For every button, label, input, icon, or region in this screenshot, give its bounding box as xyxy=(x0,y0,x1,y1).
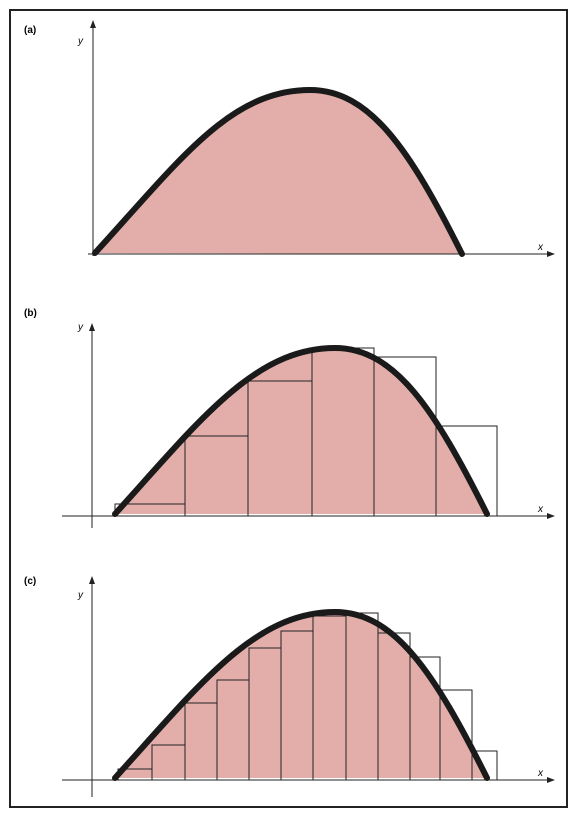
panel-b: (b) y x xyxy=(24,308,555,528)
panel-label: (b) xyxy=(24,308,37,319)
curve xyxy=(92,86,465,257)
panel-c: (c) y x xyxy=(24,576,555,797)
area xyxy=(115,348,487,514)
arrow xyxy=(547,513,555,519)
y-label: y xyxy=(77,322,84,333)
x-label: x xyxy=(537,504,544,515)
arrow xyxy=(547,777,555,783)
arrow xyxy=(89,576,95,584)
arrow xyxy=(547,251,555,257)
arrow xyxy=(89,323,95,331)
area xyxy=(95,90,462,254)
arrow xyxy=(90,20,96,28)
y-label: y xyxy=(77,590,84,601)
curve xyxy=(112,344,490,517)
x-label: x xyxy=(537,242,544,253)
y-label: y xyxy=(77,36,84,47)
panel-label: (c) xyxy=(24,576,36,587)
curve xyxy=(112,608,490,781)
panel-a: (a) y x xyxy=(24,20,555,257)
x-label: x xyxy=(537,768,544,779)
panel-label: (a) xyxy=(24,25,36,36)
area xyxy=(115,612,487,778)
